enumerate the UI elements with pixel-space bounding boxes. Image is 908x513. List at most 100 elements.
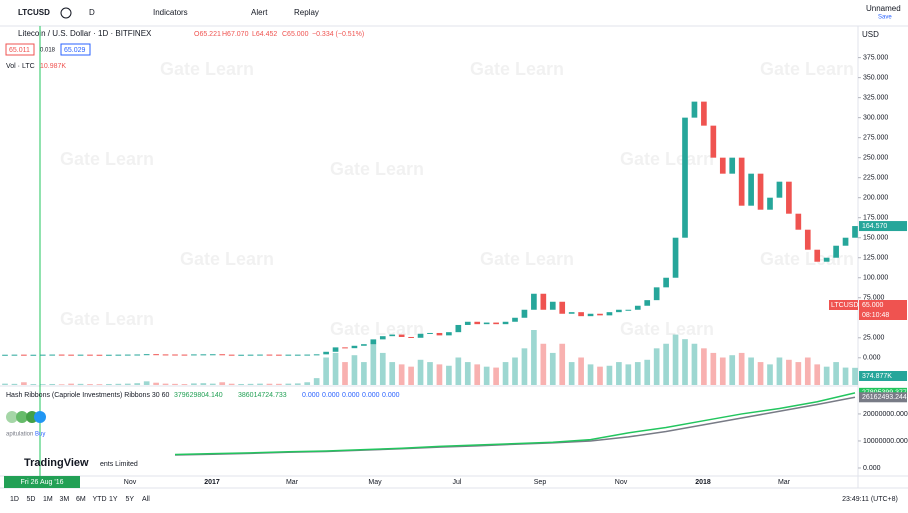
candle xyxy=(464,321,471,325)
crosshair-label: Fri 26 Aug '16 xyxy=(21,479,64,486)
range-button[interactable]: 6M xyxy=(76,496,86,503)
range-button[interactable]: 5D xyxy=(27,496,36,503)
volume-bar xyxy=(323,357,329,385)
candle xyxy=(691,101,698,118)
y-tick-label: 325.000 xyxy=(863,94,888,101)
candle xyxy=(446,332,452,336)
candle xyxy=(653,287,660,301)
volume-bar xyxy=(521,348,528,385)
candle xyxy=(162,354,169,356)
alert-button[interactable]: Alert xyxy=(251,8,268,17)
volume-bar xyxy=(257,383,263,385)
clock: 23:49:11 (UTC+8) xyxy=(842,496,898,503)
volume-bar xyxy=(559,343,566,385)
candle xyxy=(625,309,632,311)
volume-bar xyxy=(143,381,150,385)
volume-bar xyxy=(502,362,509,385)
volume-bar xyxy=(238,383,244,385)
bid: 65.011 xyxy=(9,47,30,54)
candle xyxy=(96,354,103,356)
volume-bar xyxy=(30,384,37,385)
range-button[interactable]: 1D xyxy=(10,496,19,503)
candle xyxy=(276,354,282,356)
branding-note: ents Limited xyxy=(100,461,138,468)
candle xyxy=(219,354,226,356)
y-tick-label: 300.000 xyxy=(863,114,888,121)
watermark: Gate Learn xyxy=(480,249,574,269)
candle xyxy=(124,354,131,356)
volume-bar xyxy=(474,364,481,385)
volume-bar xyxy=(531,330,537,385)
range-button[interactable]: All xyxy=(142,496,150,503)
volume-bar xyxy=(87,384,93,385)
candle xyxy=(266,354,273,356)
range-button[interactable]: 3M xyxy=(60,496,70,503)
range-button[interactable]: 5Y xyxy=(126,496,135,503)
volume-bar xyxy=(804,357,811,385)
ask-box[interactable] xyxy=(60,43,91,56)
candle xyxy=(436,332,443,336)
candle xyxy=(389,334,396,337)
price-tag-box xyxy=(859,300,907,320)
watermark: Gate Learn xyxy=(60,149,154,169)
volume-bar xyxy=(58,384,65,385)
volume-bar xyxy=(389,362,396,385)
candle xyxy=(786,181,792,214)
volume-bar xyxy=(398,364,405,385)
bid-box[interactable] xyxy=(5,43,35,56)
candle xyxy=(767,197,773,210)
y-tick-label: 25.000 xyxy=(863,335,885,342)
candle xyxy=(332,347,339,352)
volume-bar xyxy=(464,362,471,385)
candle xyxy=(644,300,651,306)
interval-button[interactable]: D xyxy=(89,8,95,17)
volume-bar xyxy=(124,383,131,385)
volume-bar xyxy=(748,357,754,385)
watermark: Gate Learn xyxy=(160,59,254,79)
range-button[interactable]: YTD xyxy=(93,496,107,503)
volume-bar xyxy=(436,364,443,385)
volume-tag: 374.877K xyxy=(862,373,892,380)
volume-bar xyxy=(568,362,575,385)
volume-bar xyxy=(767,364,773,385)
legend-close: C65.000 xyxy=(282,31,309,38)
indicator-readout: 0.000 xyxy=(302,392,320,399)
volume-bar xyxy=(191,383,197,385)
branding: TradingView xyxy=(24,457,89,469)
candle xyxy=(21,354,27,356)
indicator-line xyxy=(174,392,856,456)
candle xyxy=(68,354,74,356)
save-button[interactable]: Save xyxy=(878,15,892,21)
volume-bar xyxy=(266,383,273,385)
range-button[interactable]: 1M xyxy=(43,496,53,503)
candle xyxy=(58,354,65,356)
symbol-button[interactable]: LTCUSD xyxy=(18,8,50,17)
volume-bar xyxy=(587,364,594,385)
volume-bar xyxy=(11,383,18,385)
replay-button[interactable]: Replay xyxy=(294,8,319,17)
indicators-button[interactable]: Indicators xyxy=(153,8,188,17)
range-button[interactable]: 1Y xyxy=(109,496,118,503)
add-symbol[interactable] xyxy=(60,7,72,19)
volume-bar xyxy=(795,362,802,385)
price-tag: 65.000 xyxy=(862,302,884,309)
candle xyxy=(417,333,424,338)
watermark: Gate Learn xyxy=(760,249,854,269)
candle xyxy=(77,354,84,356)
layout-name[interactable]: Unnamed xyxy=(866,4,901,13)
candle xyxy=(209,354,216,356)
currency-button[interactable]: USD xyxy=(862,30,879,39)
candle xyxy=(710,125,717,158)
x-tick-label: 2018 xyxy=(695,479,711,486)
last-price-tag: 164.570 xyxy=(862,223,887,230)
candle xyxy=(87,354,93,356)
volume-bar xyxy=(96,384,103,385)
candle xyxy=(398,334,405,337)
x-tick-label: Nov xyxy=(615,479,628,486)
volume-bar xyxy=(672,334,679,385)
candle xyxy=(408,336,414,338)
candle xyxy=(342,347,348,349)
ask: 65.029 xyxy=(64,47,86,54)
x-tick-label: Mar xyxy=(286,479,299,486)
